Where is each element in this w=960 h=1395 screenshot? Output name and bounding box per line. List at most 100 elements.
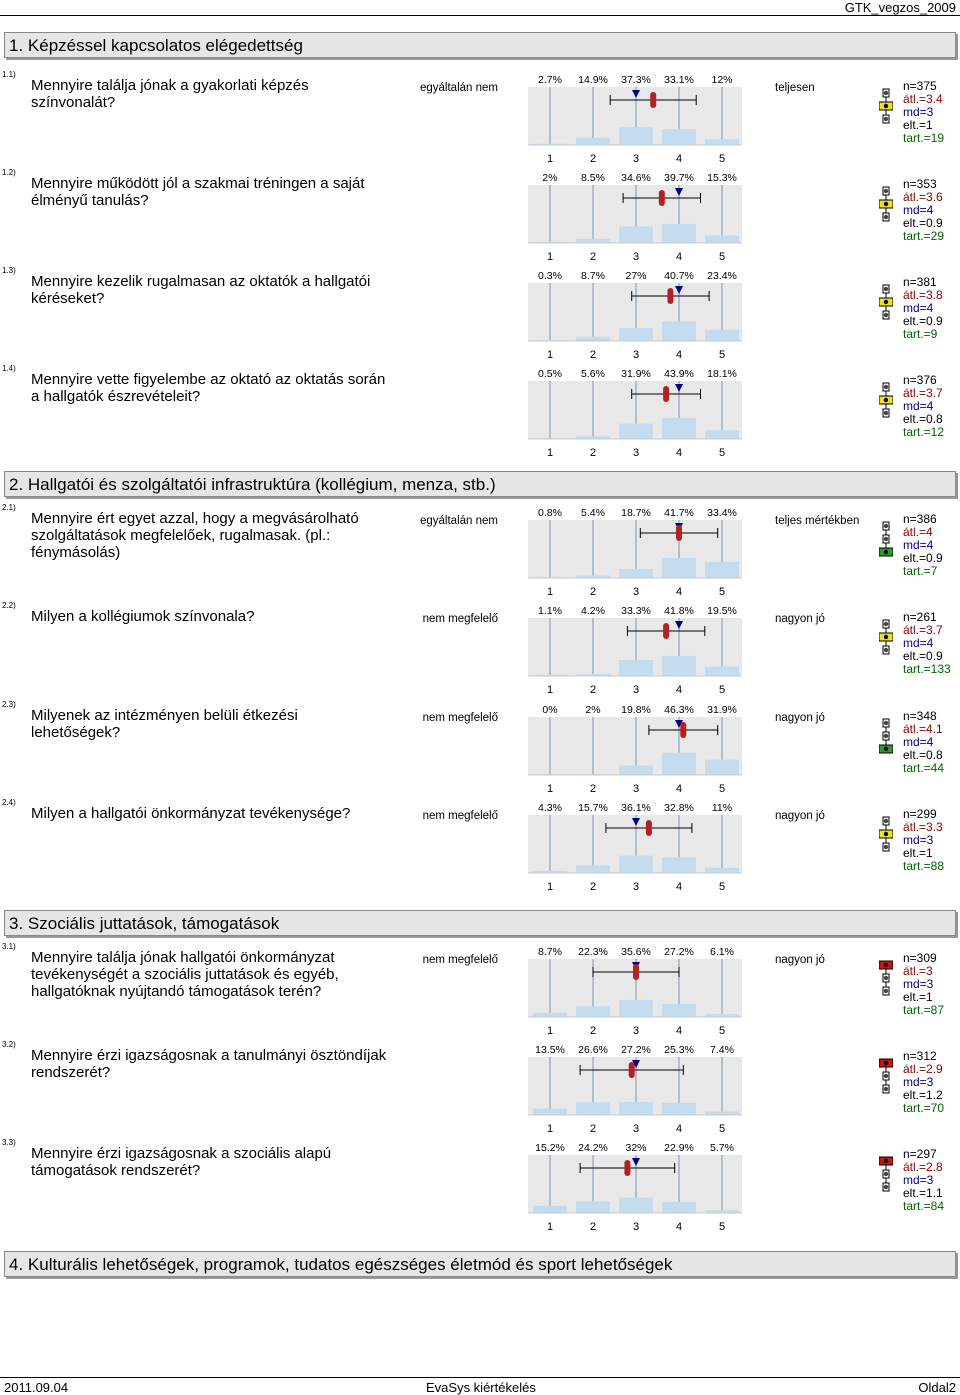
scale-tick-label: 4 xyxy=(676,251,682,263)
percent-label: 41.8% xyxy=(664,605,694,617)
question-number: 3.2) xyxy=(2,1040,16,1049)
statistics-block: n=261 átl.=3.7 md=4 elt.=0.9 tart.=133 xyxy=(903,611,951,676)
scale-tick-label: 5 xyxy=(719,447,725,459)
scale-tick-label: 2 xyxy=(590,349,596,361)
mean-marker xyxy=(658,190,665,206)
stat-mean: átl.=3.7 xyxy=(903,623,943,637)
scale-tick-label: 2 xyxy=(590,1221,596,1233)
response-bar xyxy=(662,857,696,873)
percent-label: 34.6% xyxy=(621,172,651,184)
traffic-light-dot xyxy=(883,214,889,220)
question-text: Milyenek az intézményen belüli étkezési … xyxy=(31,707,298,741)
traffic-light-dot xyxy=(883,523,889,529)
scale-tick-label: 3 xyxy=(633,684,639,696)
stat-abstain: tart.=84 xyxy=(903,1199,945,1213)
question-text: Mennyire ért egyet azzal, hogy a megvásá… xyxy=(31,510,359,561)
percent-label: 0.5% xyxy=(538,368,562,380)
response-bar xyxy=(662,1003,696,1017)
response-bar xyxy=(576,673,610,676)
stat-abstain: tart.=70 xyxy=(903,1101,945,1115)
response-bar xyxy=(705,867,739,873)
percent-label: 13.5% xyxy=(535,1044,565,1056)
stat-median: md=4 xyxy=(903,538,934,552)
response-bar xyxy=(619,1101,653,1115)
question-text: Mennyire találja jónak hallgatói önkormá… xyxy=(31,949,339,1000)
mean-marker xyxy=(633,964,639,980)
stat-n: n=309 xyxy=(903,951,937,965)
percent-label: 14.9% xyxy=(578,74,608,86)
section-4-title: 4. Kulturális lehetőségek, programok, tu… xyxy=(4,1251,956,1277)
scale-tick-label: 1 xyxy=(547,1221,553,1233)
scale-tick-label: 1 xyxy=(547,349,553,361)
traffic-light-dot xyxy=(883,621,889,627)
percent-label: 8.7% xyxy=(538,946,562,958)
response-bar xyxy=(576,1006,610,1017)
stat-median: md=4 xyxy=(903,301,934,315)
traffic-light-icon xyxy=(879,1058,893,1094)
stat-mean: átl.=3.6 xyxy=(903,190,943,204)
percent-label: 4.2% xyxy=(581,605,605,617)
stat-n: n=348 xyxy=(903,709,937,723)
scale-left-label: nem megfelelő xyxy=(422,613,498,625)
footer-page: Oldal2 xyxy=(918,1380,956,1395)
response-distribution-chart: 2% 8.5% 34.6% 39.7% 15.3% 1 2 3 4 5 xyxy=(528,172,742,263)
header-rule xyxy=(0,15,960,16)
scale-right-label: teljesen xyxy=(775,82,815,94)
stat-median: md=3 xyxy=(903,1075,934,1089)
stat-deviation: elt.=1 xyxy=(903,990,933,1004)
response-bar xyxy=(705,139,739,145)
scale-tick-label: 3 xyxy=(633,881,639,893)
response-bar xyxy=(662,321,696,341)
scale-tick-label: 2 xyxy=(590,783,596,795)
response-bar xyxy=(576,137,610,145)
stat-median: md=3 xyxy=(903,833,934,847)
traffic-light-dot xyxy=(883,549,889,555)
stat-mean: átl.=2.9 xyxy=(903,1062,943,1076)
percent-label: 31.9% xyxy=(621,368,651,380)
scale-tick-label: 5 xyxy=(719,684,725,696)
traffic-light-dot xyxy=(883,647,889,653)
percent-label: 24.2% xyxy=(578,1142,608,1154)
response-distribution-chart: 0.8% 5.4% 18.7% 41.7% 33.4% 1 2 3 4 5 xyxy=(528,507,742,598)
traffic-light-dot xyxy=(883,1158,889,1164)
median-marker xyxy=(675,188,683,196)
scale-tick-label: 4 xyxy=(676,1221,682,1233)
response-bar xyxy=(619,855,653,873)
scale-tick-label: 5 xyxy=(719,1221,725,1233)
response-bar xyxy=(619,328,653,341)
traffic-light-dot xyxy=(883,384,889,390)
mean-marker xyxy=(624,1160,631,1176)
traffic-light-dot xyxy=(883,844,889,850)
median-marker xyxy=(675,384,683,392)
median-marker xyxy=(632,1060,640,1068)
statistics-block: n=297 átl.=2.8 md=3 elt.=1.1 tart.=84 xyxy=(903,1148,944,1213)
stat-abstain: tart.=87 xyxy=(903,1003,945,1017)
traffic-light-dot xyxy=(883,962,889,968)
scale-tick-label: 2 xyxy=(590,153,596,165)
stat-deviation: elt.=0.8 xyxy=(903,748,943,762)
scale-tick-label: 1 xyxy=(547,783,553,795)
response-bar xyxy=(705,235,739,243)
stat-deviation: elt.=0.9 xyxy=(903,314,943,328)
response-distribution-chart: 8.7% 22.3% 35.6% 27.2% 6.1% 1 2 3 4 5 xyxy=(528,946,742,1037)
percent-label: 0% xyxy=(542,704,557,716)
response-bar xyxy=(576,436,610,439)
response-bar xyxy=(576,865,610,873)
percent-label: 39.7% xyxy=(664,172,694,184)
scale-tick-label: 5 xyxy=(719,1025,725,1037)
section-2-title: 2. Hallgatói és szolgáltatói infrastrukt… xyxy=(4,471,956,497)
scale-tick-label: 3 xyxy=(633,349,639,361)
response-bar xyxy=(619,1197,653,1213)
response-bar xyxy=(533,1108,567,1115)
traffic-light-dot xyxy=(883,90,889,96)
traffic-light-dot xyxy=(883,397,889,403)
scale-tick-label: 5 xyxy=(719,349,725,361)
percent-label: 19.8% xyxy=(621,704,651,716)
traffic-light-dot xyxy=(883,1171,889,1177)
traffic-light-dot xyxy=(883,299,889,305)
traffic-light-dot xyxy=(883,116,889,122)
median-marker xyxy=(632,818,640,826)
stat-n: n=312 xyxy=(903,1049,937,1063)
traffic-light-dot xyxy=(883,103,889,109)
percent-label: 23.4% xyxy=(707,270,737,282)
